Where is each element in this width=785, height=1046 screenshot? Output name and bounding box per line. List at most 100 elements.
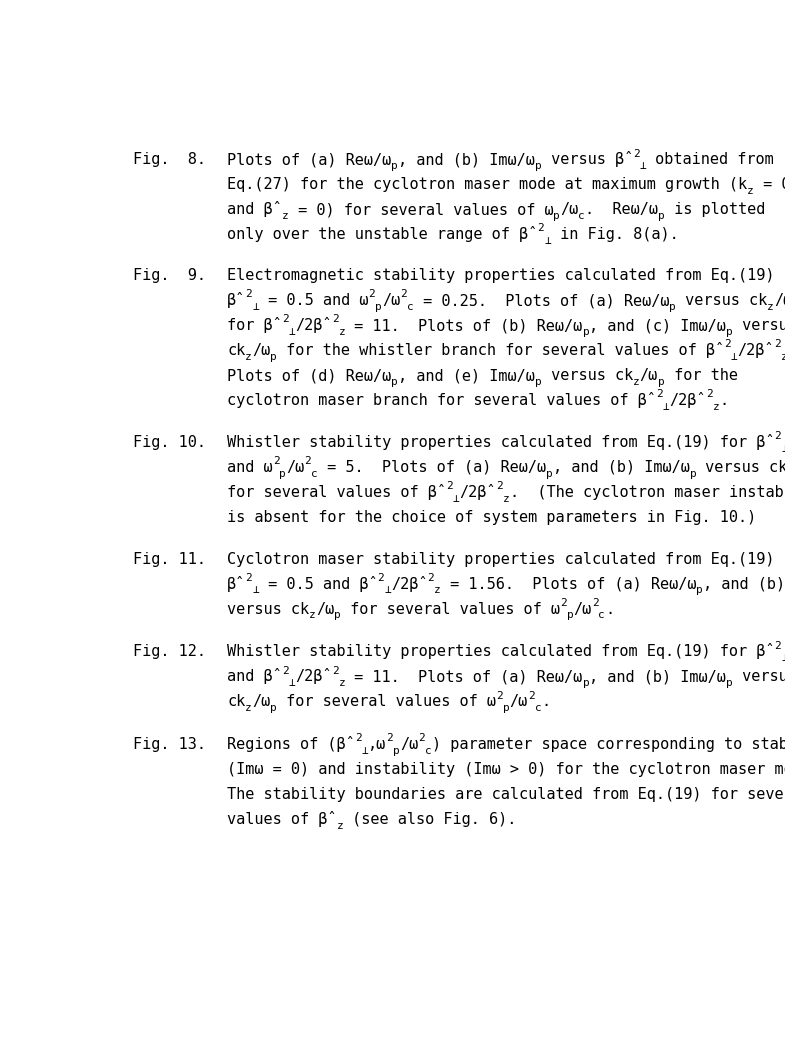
Text: 2: 2 [368,290,375,299]
Text: Regions of (β̂: Regions of (β̂ [227,736,355,752]
Text: = 5.  Plots of (a) Reω/ω: = 5. Plots of (a) Reω/ω [318,460,546,475]
Text: p: p [669,302,676,312]
Text: 2: 2 [418,733,425,744]
Text: values of β̂: values of β̂ [227,811,337,826]
Text: Whistler stability properties calculated from Eq.(19) for β̂: Whistler stability properties calculated… [227,643,775,659]
Text: 2: 2 [774,339,781,349]
Text: = 11.  Plots of (b) Reω/ω: = 11. Plots of (b) Reω/ω [345,318,582,333]
Text: /2β̂: /2β̂ [391,575,428,592]
Text: (Imω = 0) and instability (Imω > 0) for the cyclotron maser mode.: (Imω = 0) and instability (Imω > 0) for … [227,761,785,777]
Text: 2: 2 [428,573,434,583]
Text: z: z [338,327,345,337]
Text: ⊥: ⊥ [252,586,259,595]
Text: 2: 2 [282,315,289,324]
Text: /ω: /ω [400,737,418,752]
Text: p: p [567,611,574,620]
Text: Whistler stability properties calculated from Eq.(19) for β̂: Whistler stability properties calculated… [227,434,775,450]
Text: for the whistler branch for several values of β̂: for the whistler branch for several valu… [277,342,725,358]
Text: p: p [375,302,382,312]
Text: ⊥: ⊥ [544,236,551,246]
Text: /2β̂: /2β̂ [459,484,496,500]
Text: 2: 2 [246,573,252,583]
Text: versus β̂: versus β̂ [542,152,633,167]
Text: ⊥: ⊥ [663,402,670,412]
Text: p: p [279,469,287,479]
Text: 2: 2 [560,598,567,608]
Text: z: z [503,494,509,504]
Text: /ω: /ω [382,293,400,309]
Text: Fig. 12.: Fig. 12. [133,644,206,659]
Text: and β̂: and β̂ [227,201,282,218]
Text: 2: 2 [272,456,279,467]
Text: .: . [605,601,615,616]
Text: z: z [309,611,316,620]
Text: 2: 2 [775,640,781,651]
Text: z: z [282,211,289,221]
Text: 2: 2 [706,389,713,400]
Text: p: p [690,469,696,479]
Text: z: z [633,377,640,387]
Text: = 0: = 0 [754,177,785,192]
Text: , and (b) Imω/ω: , and (b) Imω/ω [703,576,785,592]
Text: p: p [392,161,398,172]
Text: , and (b) Imω/ω: , and (b) Imω/ω [398,152,535,167]
Text: ⊥: ⊥ [731,351,738,362]
Text: .: . [720,393,728,408]
Text: Fig.  8.: Fig. 8. [133,152,206,167]
Text: p: p [726,678,733,688]
Text: p: p [503,703,509,713]
Text: 2: 2 [528,690,535,701]
Text: = 11.  Plots of (a) Reω/ω: = 11. Plots of (a) Reω/ω [345,669,582,684]
Text: , and (e) Imω/ω: , and (e) Imω/ω [398,368,535,383]
Text: 2: 2 [305,456,311,467]
Text: ck: ck [227,695,246,709]
Text: p: p [658,377,665,387]
Text: 2: 2 [282,665,289,676]
Text: versus ck: versus ck [227,601,309,616]
Text: .: . [542,695,550,709]
Text: in Fig. 8(a).: in Fig. 8(a). [551,227,678,242]
Text: z: z [337,821,343,831]
Text: and ω: and ω [227,460,272,475]
Text: p: p [696,586,703,595]
Text: 2: 2 [355,733,362,744]
Text: is plotted: is plotted [665,202,765,218]
Text: z: z [781,351,785,362]
Text: c: c [598,611,605,620]
Text: Plots of (d) Reω/ω: Plots of (d) Reω/ω [227,368,392,383]
Text: Fig. 11.: Fig. 11. [133,551,206,567]
Text: /2β̂: /2β̂ [295,668,332,684]
Text: cyclotron maser branch for several values of β̂: cyclotron maser branch for several value… [227,392,656,408]
Text: , and (b) Imω/ω: , and (b) Imω/ω [590,669,726,684]
Text: .  Reω/ω: . Reω/ω [585,202,658,218]
Text: for the: for the [665,368,738,383]
Text: 2: 2 [496,481,503,492]
Text: 2: 2 [633,149,640,159]
Text: /2β̂: /2β̂ [295,317,332,333]
Text: p: p [392,377,398,387]
Text: p: p [658,211,665,221]
Text: = 0.25.  Plots of (a) Reω/ω: = 0.25. Plots of (a) Reω/ω [414,293,669,309]
Text: z: z [246,351,252,362]
Text: c: c [535,703,542,713]
Text: z: z [246,703,252,713]
Text: p: p [582,678,590,688]
Text: p: p [334,611,341,620]
Text: versus ck: versus ck [542,368,633,383]
Text: for several values of ω: for several values of ω [277,695,496,709]
Text: β̂: β̂ [227,575,246,592]
Text: 2: 2 [332,665,338,676]
Text: 2: 2 [332,315,338,324]
Text: c: c [311,469,318,479]
Text: ⊥: ⊥ [640,161,647,172]
Text: p: p [535,377,542,387]
Text: for β̂: for β̂ [227,317,282,333]
Text: 2: 2 [725,339,731,349]
Text: p: p [546,469,553,479]
Text: for several values of ω: for several values of ω [341,601,560,616]
Text: Electromagnetic stability properties calculated from Eq.(19) for: Electromagnetic stability properties cal… [227,268,785,283]
Text: /ω: /ω [574,601,592,616]
Text: 2: 2 [775,431,781,441]
Text: versus: versus [733,669,785,684]
Text: β̂: β̂ [227,292,246,309]
